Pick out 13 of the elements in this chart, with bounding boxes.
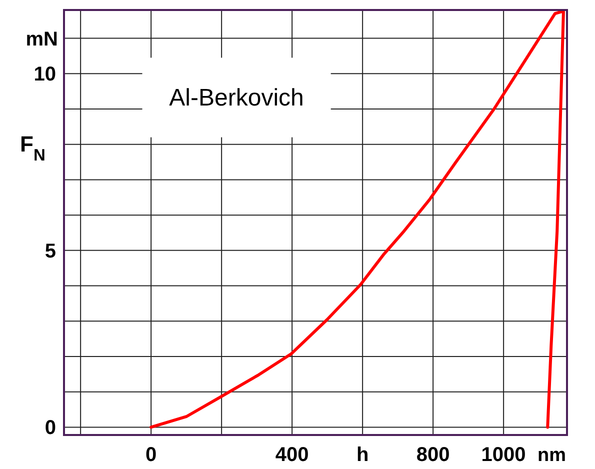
y-tick-label: 5 [44,240,56,262]
x-tick-label: 1000 [481,444,526,466]
text: nm [538,445,566,466]
y-tick-label: 0 [44,417,56,440]
x-axis-title: h [356,444,369,466]
x-tick-label: 400 [275,444,309,466]
x-tick-label: 0 [146,444,157,466]
text: Al-Berkovich [169,84,304,112]
y-axis-title: F$_{N}$ [20,131,46,164]
text: mN [26,28,58,50]
line-series [150,10,565,429]
x-tick-label: 800 [416,444,450,466]
y-tick-label: 10 [34,64,56,86]
